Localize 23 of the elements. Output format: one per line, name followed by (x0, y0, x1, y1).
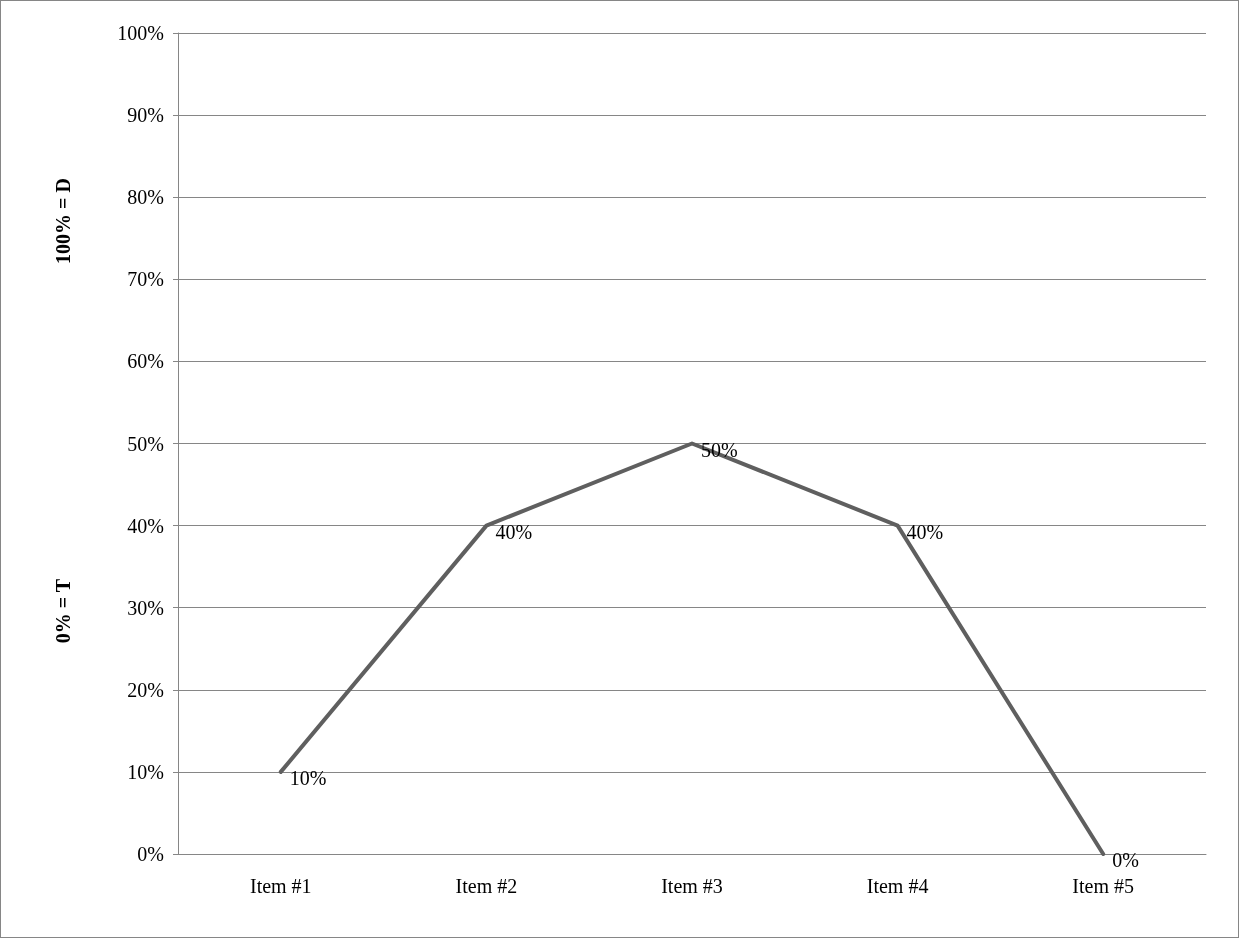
data-label: 40% (906, 520, 944, 543)
y-tick-label: 90% (127, 104, 164, 127)
data-label: 0% (1112, 849, 1139, 871)
y-tick-label: 20% (127, 678, 164, 701)
y-tick-label: 40% (127, 514, 164, 537)
y-tick-label: 50% (127, 432, 164, 455)
text: 100% = D (52, 178, 74, 264)
x-tick-label: Item #2 (455, 875, 518, 897)
x-tick-label: Item #5 (1072, 875, 1135, 897)
line-series (278, 441, 1106, 856)
y-tick-label: 100% (117, 22, 164, 44)
y-tick-label: 10% (127, 760, 164, 783)
x-tick-label: Item #4 (866, 875, 929, 897)
y-tick-label: 60% (127, 350, 164, 373)
y-tick-label: 30% (127, 596, 164, 619)
text: 0% = T (52, 578, 74, 644)
y-tick-label: 70% (127, 268, 164, 291)
y-tick-label: 0% (137, 843, 164, 865)
data-label: 10% (289, 766, 327, 789)
y-tick-label: 80% (127, 186, 164, 209)
x-tick-label: Item #3 (661, 875, 723, 897)
data-label: 40% (495, 520, 533, 543)
x-tick-label: Item #1 (249, 875, 312, 897)
